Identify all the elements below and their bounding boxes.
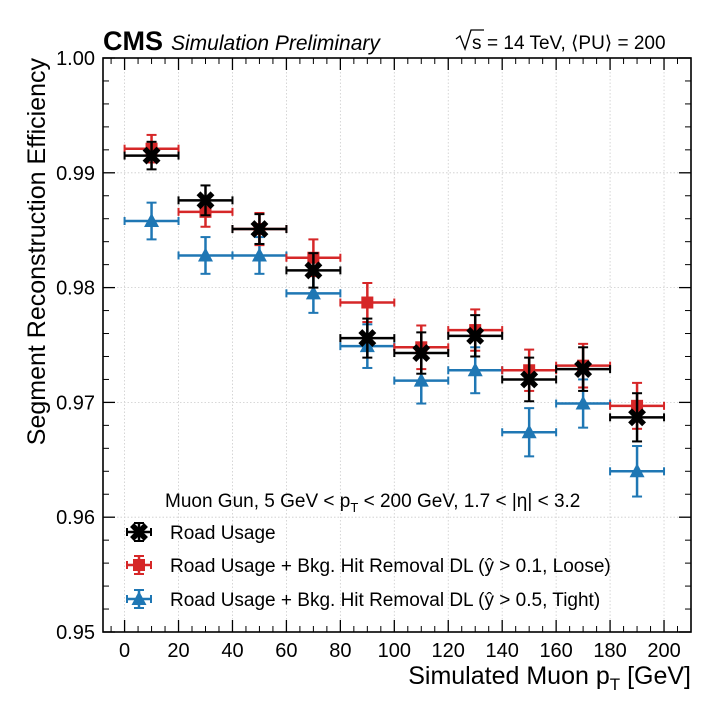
data-marker [196,191,215,210]
legend-label: Road Usage [170,523,276,544]
x-axis-title-unit: [GeV] [620,662,691,690]
data-point [339,317,396,359]
selection-annotation: Muon Gun, 5 GeV < pT < 200 GeV, 1.7 < |η… [165,491,580,515]
data-marker [629,463,645,478]
x-axis-title-main: Simulated Muon p [408,662,610,690]
y-axis-title: Segment Reconstruction Efficiency [23,58,51,446]
legend-entry: Road Usage + Bkg. Hit Removal DL (ŷ > 0.… [126,555,611,577]
x-tick-label: 40 [221,640,243,662]
legend-marker [131,591,147,605]
data-point [609,392,666,443]
data-marker [305,285,321,300]
annotation-sub: T [350,500,358,515]
energy-pileup-text: = 14 TeV, ⟨PU⟩ = 200 [487,33,666,54]
x-tick-label: 80 [329,640,351,662]
x-marker-stroke [142,146,161,165]
x-tick-label: 180 [593,640,626,662]
data-point [501,407,558,458]
x-marker-stroke [196,191,215,210]
x-tick-label: 200 [647,640,680,662]
simulation-preliminary-label: Simulation Preliminary [171,32,381,55]
x-tick-label: 140 [486,640,519,662]
x-marker-stroke [358,329,377,348]
sqrt-s-text: s [472,33,482,54]
data-point [555,378,612,429]
data-marker [521,424,537,439]
x-tick-labels: 0 20 40 60 80 100 120 140 160 180 200 [119,640,681,662]
energy-label: s = 14 TeV, ⟨PU⟩ = 200 [455,29,666,54]
data-point [501,356,558,403]
data-point [231,213,288,245]
data-point [123,140,180,171]
x-marker-stroke [466,326,485,345]
x-axis-title-sub: T [610,675,620,694]
data-marker [412,344,431,362]
legend-marker [133,559,145,571]
data-marker [520,370,539,389]
x-tick-label: 20 [167,640,189,662]
x-marker-stroke [574,360,593,379]
data-marker [250,220,269,238]
data-marker [466,326,485,345]
x-tick-label: 160 [539,640,572,662]
sqrt-symbol [455,29,484,51]
y-tick-label: 1.00 [56,48,95,70]
data-point [285,252,342,289]
data-marker [574,360,593,379]
data-marker [361,296,374,309]
data-marker [142,146,161,165]
data-marker [413,372,429,387]
x-marker-stroke [250,220,269,238]
legend: Road Usage Road Usage + Bkg. Hit Removal … [126,522,611,611]
legend-label: Road Usage + Bkg. Hit Removal DL (ŷ > 0.… [170,590,600,611]
x-tick-label: 100 [378,640,411,662]
data-point [123,201,180,241]
legend-entry: Road Usage + Bkg. Hit Removal DL (ŷ > 0.… [126,589,600,611]
x-axis-title: Simulated Muon pT [GeV] [408,662,691,694]
x-tick-label: 0 [119,640,130,662]
annotation-pre: Muon Gun, 5 GeV < p [165,491,350,512]
data-point [609,445,666,498]
y-tick-label: 0.98 [56,278,95,300]
plot-frame [102,57,692,633]
legend-marker [130,523,148,541]
data-marker [358,329,377,348]
data-point [339,282,396,324]
y-tick-label: 0.99 [56,163,95,185]
axis-ticks [103,57,691,633]
x-marker-stroke [412,344,431,362]
plot-area [103,58,691,632]
y-tick-label: 0.95 [56,622,95,644]
series-0 [123,140,666,443]
y-tick-label: 0.96 [56,507,95,529]
data-point [555,346,612,392]
data-marker [467,362,483,377]
annotation-mid: < 200 GeV, 1.7 < |η| < 3.2 [358,491,580,512]
data-marker [304,261,323,280]
x-marker-stroke [520,370,539,389]
data-marker [144,213,160,228]
y-tick-label: 0.97 [56,392,95,414]
x-tick-label: 120 [432,640,465,662]
x-marker-stroke [628,408,646,427]
data-marker [251,247,267,262]
data-series [123,133,666,498]
legend-label: Road Usage + Bkg. Hit Removal DL (ŷ > 0.… [170,556,611,577]
data-point [447,314,504,358]
data-marker [575,395,591,410]
x-marker-stroke [304,261,323,280]
x-marker-stroke [130,523,148,541]
data-point [177,184,234,217]
data-point [393,331,450,375]
y-tick-labels: 0.95 0.96 0.97 0.98 0.99 1.00 [56,48,95,644]
data-marker [628,408,646,427]
data-marker [197,247,213,262]
legend-entry: Road Usage [126,522,276,544]
x-tick-label: 60 [275,640,297,662]
cms-label: CMS [103,26,163,56]
